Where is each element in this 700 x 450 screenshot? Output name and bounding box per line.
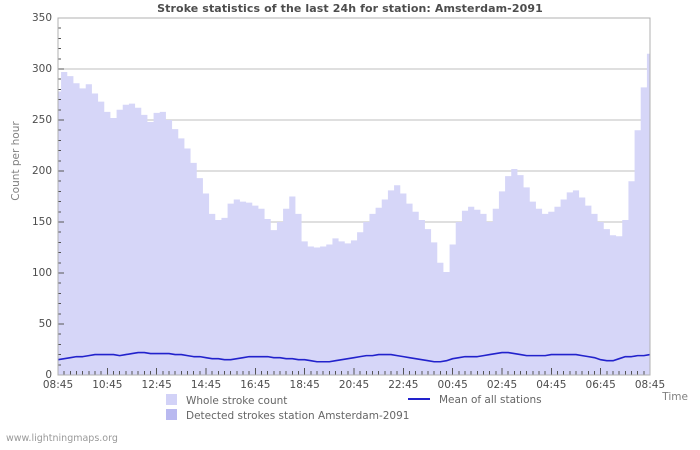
x-tick-label: 20:45 — [338, 379, 370, 391]
mean-line-series — [57, 351, 651, 363]
y-tick-label: 250 — [31, 114, 52, 126]
x-axis-title: Time — [662, 391, 688, 403]
y-tick-label: 50 — [38, 318, 52, 330]
chart-legend: Whole stroke count Detected strokes stati… — [0, 394, 700, 428]
x-tick-label: 16:45 — [240, 379, 271, 391]
y-axis-title: Count per hour — [10, 121, 22, 201]
y-tick-label: 150 — [31, 216, 52, 228]
legend-item[interactable]: Whole stroke count — [166, 394, 287, 407]
legend-item[interactable]: Detected strokes station Amsterdam-2091 — [166, 409, 409, 422]
plot-frame — [57, 17, 651, 376]
x-tick-label: 10:45 — [92, 379, 123, 391]
legend-line-marker — [408, 398, 430, 400]
x-tick-label: 12:45 — [141, 379, 172, 391]
footer-attribution: www.lightningmaps.org — [6, 433, 118, 444]
area-series — [58, 53, 650, 375]
x-tick-label: 04:45 — [536, 379, 567, 391]
x-tick-label: 00:45 — [437, 379, 468, 391]
x-tick-label: 02:45 — [486, 379, 518, 391]
legend-swatch — [166, 394, 177, 405]
y-tick-label: 350 — [31, 12, 52, 24]
x-tick-label: 06:45 — [585, 379, 616, 391]
legend-swatch — [166, 409, 177, 420]
x-tick-label: 18:45 — [289, 379, 320, 391]
legend-label: Mean of all stations — [439, 394, 542, 406]
x-tick-label: 08:45 — [42, 379, 74, 391]
legend-label: Whole stroke count — [186, 395, 288, 407]
chart-title: Stroke statistics of the last 24h for st… — [157, 2, 543, 15]
y-tick-label: 100 — [31, 267, 52, 279]
y-tick-label: 200 — [31, 165, 52, 177]
y-tick-label: 0 — [45, 369, 52, 381]
y-tick-label: 300 — [31, 63, 52, 75]
x-tick-label: 08:45 — [634, 379, 666, 391]
x-tick-label: 22:45 — [388, 379, 419, 391]
legend-item[interactable]: Mean of all stations — [408, 394, 542, 406]
legend-label: Detected strokes station Amsterdam-2091 — [186, 410, 410, 422]
x-tick-label: 14:45 — [190, 379, 222, 391]
